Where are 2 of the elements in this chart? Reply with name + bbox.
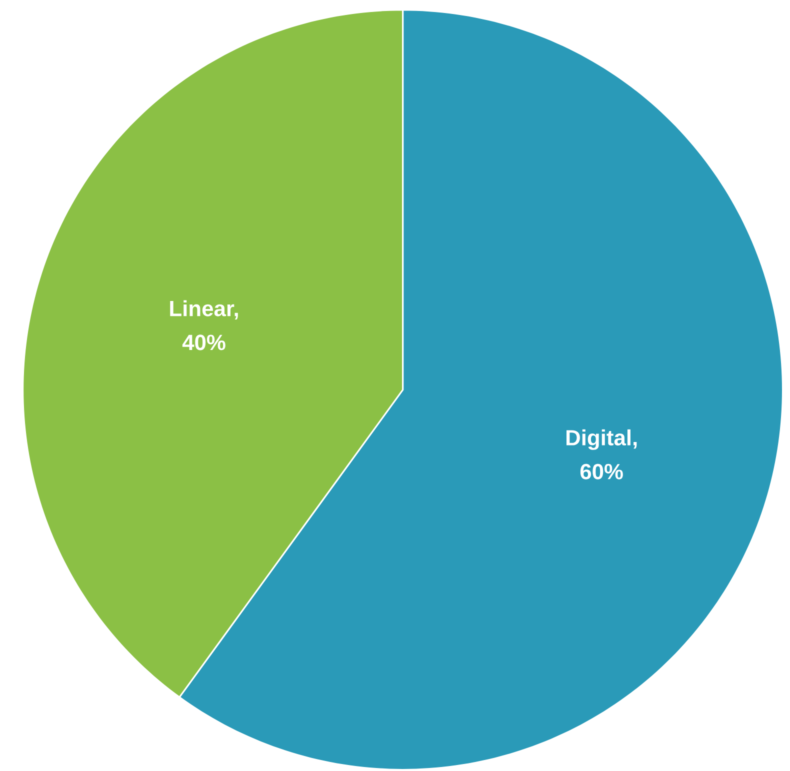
data-label: Linear, 40% (170, 300, 238, 350)
data-label: Digital, 60% (566, 430, 637, 480)
